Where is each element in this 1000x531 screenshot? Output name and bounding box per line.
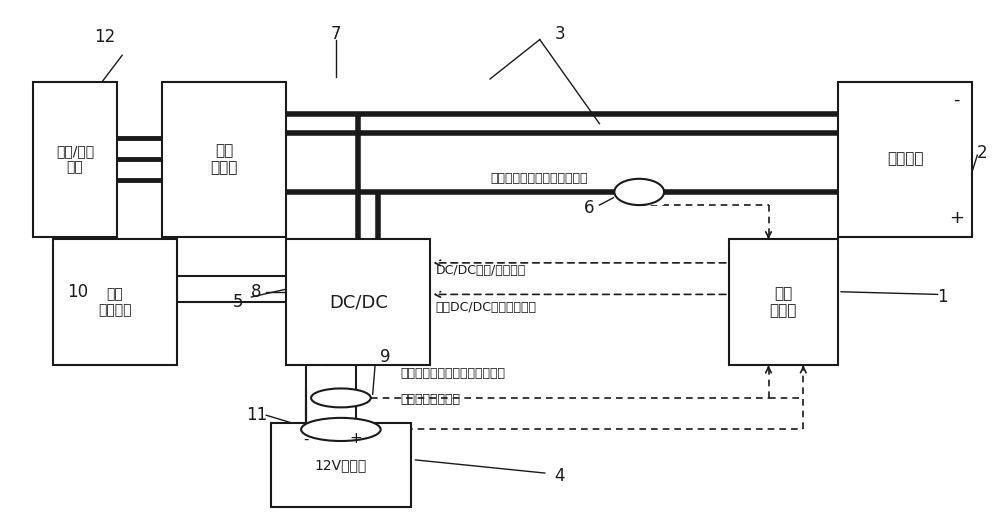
Text: -: -	[953, 91, 960, 109]
Text: +: +	[949, 209, 964, 227]
FancyBboxPatch shape	[162, 82, 286, 237]
Text: 驱动/发电
电机: 驱动/发电 电机	[56, 144, 94, 174]
Text: 4: 4	[554, 467, 565, 485]
Text: 2: 2	[977, 143, 988, 161]
Text: 5: 5	[233, 293, 244, 311]
FancyBboxPatch shape	[729, 239, 838, 365]
Text: 1: 1	[937, 288, 948, 306]
Text: 7: 7	[331, 25, 341, 44]
Text: 10: 10	[67, 283, 88, 301]
FancyBboxPatch shape	[33, 82, 117, 237]
Text: -: -	[303, 431, 309, 447]
Text: 12: 12	[95, 28, 116, 46]
Circle shape	[614, 179, 664, 205]
Text: DC/DC开启/关闭命令: DC/DC开启/关闭命令	[435, 264, 526, 277]
Text: 低压蓄电池端低压直流母线电流: 低压蓄电池端低压直流母线电流	[401, 367, 506, 380]
Text: 12V蓄电池: 12V蓄电池	[315, 458, 367, 472]
Text: 8: 8	[251, 283, 262, 301]
FancyBboxPatch shape	[838, 82, 972, 237]
Text: 需求DC/DC输出电压命令: 需求DC/DC输出电压命令	[435, 301, 536, 314]
Text: 低压蓄电池端电压: 低压蓄电池端电压	[401, 393, 461, 406]
Text: 11: 11	[246, 406, 267, 424]
Ellipse shape	[301, 418, 381, 441]
Text: 动力电池: 动力电池	[887, 151, 923, 167]
Text: 9: 9	[380, 348, 391, 366]
Text: 6: 6	[584, 199, 595, 217]
Text: 动力电池端高压直流母线电流: 动力电池端高压直流母线电流	[490, 172, 588, 185]
Text: +: +	[349, 431, 362, 447]
Ellipse shape	[311, 389, 371, 407]
Text: DC/DC: DC/DC	[329, 293, 388, 311]
Text: 电机
控制器: 电机 控制器	[210, 143, 238, 175]
Text: 3: 3	[554, 25, 565, 44]
FancyBboxPatch shape	[53, 239, 177, 365]
Text: 整车
低压负载: 整车 低压负载	[98, 287, 131, 318]
Text: 整车
控制器: 整车 控制器	[770, 286, 797, 319]
FancyBboxPatch shape	[614, 179, 664, 205]
FancyBboxPatch shape	[286, 239, 430, 365]
FancyBboxPatch shape	[271, 423, 411, 507]
